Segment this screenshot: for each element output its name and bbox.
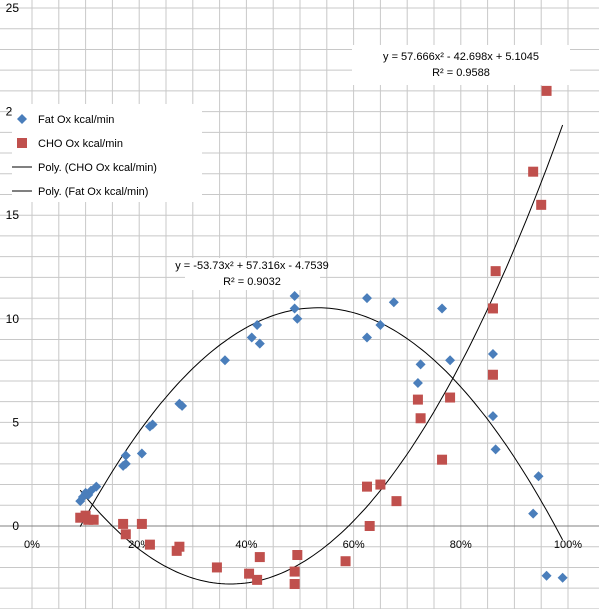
cho-ox-point	[120, 529, 131, 540]
cho-ox-point	[292, 550, 303, 561]
cho-ox-point	[289, 566, 300, 577]
cho-ox-point	[415, 413, 426, 424]
x-tick-label: 40%	[235, 539, 257, 551]
cho-ox-point	[487, 369, 498, 380]
cho-ox-point	[437, 454, 448, 465]
fat-ox-point	[120, 458, 131, 469]
cho-ox-point	[83, 514, 94, 525]
fat-ox-point	[252, 320, 263, 331]
fat-ox-point	[487, 411, 498, 422]
fat-ox-point	[533, 471, 544, 482]
trendline-curve	[79, 124, 564, 585]
y-tick-label: 5	[12, 415, 19, 429]
fat-ox-point	[362, 293, 372, 304]
legend-cho-ox-marker	[17, 138, 27, 148]
fat-ox-point	[528, 508, 539, 519]
legend-fat-ox-marker	[17, 114, 27, 124]
fat-ox-point	[246, 332, 257, 343]
x-tick-label: 100%	[554, 539, 582, 551]
cho-ox-point	[445, 392, 456, 403]
fat-ox-point	[487, 349, 498, 360]
legend-fat-ox-label: Fat Ox kcal/min	[38, 114, 114, 126]
legend-cho-ox-label: CHO Ox kcal/min	[38, 138, 123, 150]
fat-ox-point	[292, 313, 303, 324]
cho-ox-point	[490, 266, 501, 277]
legend-poly-fat-label: Poly. (Fat Ox kcal/min)	[38, 186, 148, 198]
legend-background	[12, 104, 202, 202]
fat-ox-point	[412, 378, 423, 389]
fat-ox-point	[120, 450, 131, 461]
trendlines	[79, 124, 564, 585]
cho-ox-point	[487, 303, 498, 314]
cho-ox-point	[340, 556, 351, 567]
cho-ox-point	[412, 394, 423, 405]
x-tick-label: 80%	[450, 539, 472, 551]
fat-ox-point	[362, 332, 372, 343]
cho-ox-point	[536, 199, 547, 210]
cho-ox-point	[391, 496, 402, 507]
fat-ox-point	[541, 570, 552, 581]
y-tick-label: 15	[6, 208, 20, 222]
cho-ox-point	[136, 518, 147, 529]
fat-ox-point	[254, 338, 265, 349]
cho-ox-point	[252, 574, 263, 585]
cho-ox-point	[174, 541, 185, 552]
cho-trend-r-squared: R² = 0.9588	[432, 67, 490, 79]
cho-ox-point	[364, 521, 375, 531]
y-tick-label: 0	[12, 519, 19, 533]
cho-ox-point	[144, 539, 155, 550]
cho-ox-point	[211, 562, 222, 573]
fat-ox-point	[177, 400, 188, 411]
cho-ox-point	[75, 512, 86, 523]
fat-trend-equation: y = -53.73x² + 57.316x - 4.7539	[175, 260, 329, 272]
cho-ox-point	[244, 568, 255, 579]
cho-equation-label: y = 57.666x² - 42.698x + 5.1045 R² = 0.9…	[352, 45, 570, 85]
fat-ox-point	[415, 359, 426, 370]
fat-equation-label: y = -53.73x² + 57.316x - 4.7539 R² = 0.9…	[175, 258, 329, 290]
cho-ox-point	[118, 518, 129, 529]
cho-ox-point	[541, 85, 552, 96]
x-tick-label: 0%	[24, 539, 40, 551]
cho-ox-point	[362, 481, 372, 492]
fat-ox-point	[147, 419, 158, 430]
x-tick-label: 60%	[343, 539, 365, 551]
fat-ox-point	[136, 448, 147, 459]
cho-ox-point	[375, 479, 386, 490]
y-tick-label: 25	[6, 1, 20, 15]
fat-ox-point	[219, 355, 230, 366]
cho-trend-equation: y = 57.666x² - 42.698x + 5.1045	[383, 51, 539, 63]
cho-ox-point	[254, 552, 265, 563]
fat-ox-point	[490, 444, 501, 455]
trendline-curve	[79, 307, 564, 541]
cho-ox-point	[289, 579, 300, 590]
cho-ox-point	[88, 514, 99, 525]
fat-ox-point	[437, 303, 448, 314]
x-tick-label: 20%	[128, 539, 150, 551]
legend-poly-cho-label: Poly. (CHO Ox kcal/min)	[38, 162, 157, 174]
fat-ox-point	[375, 320, 386, 331]
axes: 0%20%40%60%80%100%0510152025	[0, 1, 599, 551]
y-tick-label: 10	[6, 312, 20, 326]
fat-trend-r-squared: R² = 0.9032	[223, 276, 281, 288]
fat-ox-point	[388, 297, 399, 308]
fat-ox-point	[445, 355, 456, 366]
fat-ox-point	[557, 572, 568, 583]
fat-ox-point	[289, 303, 300, 314]
fat-ox-point	[289, 291, 300, 302]
cho-ox-point	[528, 166, 539, 177]
legend: Fat Ox kcal/min CHO Ox kcal/min Poly. (CHO…	[12, 104, 202, 202]
fat-ox-point	[91, 481, 102, 492]
